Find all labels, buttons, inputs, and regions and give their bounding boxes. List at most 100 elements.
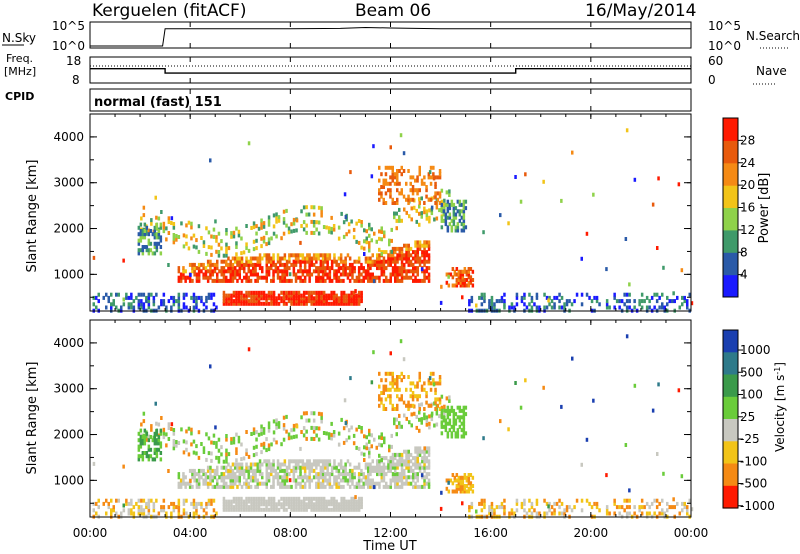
velocity-cell xyxy=(172,428,176,432)
velocity-cell xyxy=(229,481,232,486)
power-cell xyxy=(414,250,417,255)
power-cell xyxy=(326,259,329,264)
power-cell xyxy=(147,228,151,233)
sky-left-tick-bottom: 10^0 xyxy=(52,39,85,53)
velocity-cell xyxy=(230,502,233,507)
velocity-cell xyxy=(571,356,574,361)
power-cell xyxy=(206,275,210,280)
velocity-cell xyxy=(643,505,646,510)
power-cell xyxy=(423,262,426,267)
velocity-cell xyxy=(283,484,287,489)
power-cell xyxy=(324,266,327,271)
power-cell xyxy=(425,269,429,274)
velocity-cell xyxy=(378,442,381,447)
velocity-cell xyxy=(427,381,431,386)
freq-tick-top: 18 xyxy=(66,54,81,68)
power-cell xyxy=(186,275,190,280)
velocity-cell xyxy=(320,507,323,512)
power-cell xyxy=(470,299,474,304)
power-cell xyxy=(367,266,370,271)
power-cell xyxy=(623,302,626,307)
power-cell xyxy=(490,305,494,310)
power-cell xyxy=(380,266,383,271)
power-cell xyxy=(427,197,431,202)
power-cell xyxy=(428,208,431,213)
velocity-cell xyxy=(663,511,666,516)
power-cell xyxy=(247,259,250,264)
velocity-cell xyxy=(281,468,284,473)
velocity-cell xyxy=(443,408,446,413)
power-cell xyxy=(310,219,313,224)
y-tick-label: 2000 xyxy=(53,428,84,442)
power-cell xyxy=(427,240,431,245)
power-cell xyxy=(330,215,333,220)
velocity-cell xyxy=(416,472,419,477)
power-cell xyxy=(445,190,449,195)
power-cell xyxy=(391,201,394,205)
velocity-cell xyxy=(151,457,155,462)
velocity-cell xyxy=(400,378,403,383)
power-cell xyxy=(256,259,259,264)
power-cell xyxy=(368,248,371,253)
power-cell xyxy=(195,245,198,250)
power-cell xyxy=(147,299,151,304)
power-cell xyxy=(523,302,526,307)
power-cell xyxy=(413,205,416,210)
velocity-cell xyxy=(435,411,439,416)
velocity-cell xyxy=(355,484,359,489)
power-cell xyxy=(265,301,268,306)
power-cell xyxy=(427,266,431,271)
power-cell xyxy=(339,272,343,277)
power-cell xyxy=(147,238,151,243)
velocity-cell xyxy=(283,481,287,486)
power-cell xyxy=(351,275,354,280)
velocity-cell xyxy=(160,505,163,510)
power-cell xyxy=(231,256,235,261)
power-cell xyxy=(450,218,454,223)
power-cell xyxy=(467,272,471,277)
power-cell xyxy=(394,256,397,261)
velocity-cell xyxy=(409,481,413,486)
power-cell xyxy=(662,265,665,270)
power-cell xyxy=(300,293,303,298)
velocity-cell xyxy=(353,465,356,470)
power-cell xyxy=(321,266,325,271)
power-cell xyxy=(400,218,403,223)
velocity-cell xyxy=(461,501,464,506)
velocity-cell xyxy=(152,505,156,510)
power-cell xyxy=(235,301,238,306)
power-cell xyxy=(440,202,444,207)
velocity-cell xyxy=(262,430,266,435)
velocity-cell xyxy=(267,465,271,470)
velocity-cell xyxy=(177,505,181,510)
power-cell xyxy=(260,236,263,241)
power-cell xyxy=(421,259,424,264)
velocity-cell xyxy=(305,496,308,501)
power-cell xyxy=(317,296,321,301)
velocity-cell xyxy=(162,427,166,432)
velocity-cell xyxy=(638,505,641,510)
power-cell xyxy=(333,275,336,280)
velocity-cell xyxy=(137,444,141,449)
velocity-cell xyxy=(167,469,170,473)
velocity-cell xyxy=(520,501,524,506)
velocity-cell xyxy=(389,459,392,464)
power-cell xyxy=(520,299,524,304)
power-cell xyxy=(220,272,223,277)
velocity-cell xyxy=(155,454,159,459)
power-cell xyxy=(290,278,293,283)
velocity-cell xyxy=(409,381,412,386)
velocity-cell xyxy=(418,468,422,473)
power-cell xyxy=(288,259,291,264)
power-cell xyxy=(382,278,386,283)
velocity-cell xyxy=(410,423,413,428)
velocity-cell xyxy=(416,397,419,402)
velocity-cell xyxy=(414,481,417,486)
velocity-cell xyxy=(230,499,233,504)
power-cell xyxy=(389,181,392,186)
velocity-cell xyxy=(310,507,313,512)
power-cell xyxy=(283,256,287,261)
power-cell xyxy=(110,305,113,310)
velocity-cell xyxy=(344,468,347,473)
power-cell xyxy=(222,275,226,280)
